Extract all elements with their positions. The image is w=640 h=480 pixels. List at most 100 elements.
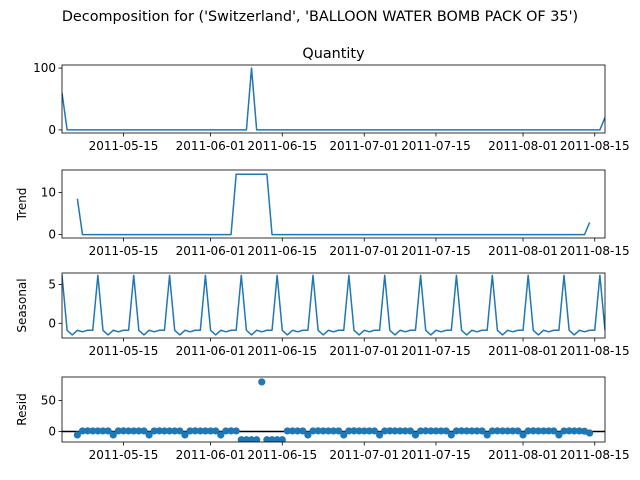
resid-xtick-label: 2011-05-15 [89,448,159,462]
figure-suptitle: Decomposition for ('Switzerland', 'BALLO… [62,9,578,25]
resid-point [411,431,420,439]
trend-plot-area [76,173,591,236]
observed-ytick-label: 0 [48,123,56,137]
observed-xtick-label: 2011-06-15 [247,139,317,153]
resid-point [309,427,317,435]
seasonal-xtick-label: 2011-05-15 [89,344,159,358]
trend-ylabel: Trend [15,188,29,222]
resid-point [463,427,471,435]
resid-ylabel: Resid [15,393,29,425]
resid-ytick-label: 50 [41,394,56,408]
resid-xtick-label: 2011-06-01 [176,448,246,462]
seasonal-axes-frame [61,272,606,339]
observed-ytick-label: 100 [33,61,56,75]
resid-point [201,427,210,435]
trend-xtick-label: 2011-08-15 [560,244,630,258]
trend-ytick-label: 0 [48,228,56,242]
resid-point [483,431,491,439]
resid-point [304,431,312,439]
observed-title: Quantity [302,46,365,62]
seasonal-xtick-label: 2011-06-15 [247,344,317,358]
observed-plot-area [62,67,605,131]
seasonal-series-line [62,274,605,336]
resid-point [124,427,133,435]
resid-point [340,431,348,439]
resid-point [468,427,476,435]
resid-point [376,431,384,439]
resid-point [196,427,204,435]
resid-xtick-label: 2011-08-01 [488,448,558,462]
resid-ytick-label: 0 [48,424,56,438]
resid-point [78,427,87,435]
resid-point [575,427,583,435]
resid-point [422,427,430,435]
resid-point [350,427,358,435]
resid-point [314,427,322,435]
resid-point [529,427,537,435]
resid-point [550,427,558,435]
resid-point [222,427,230,435]
resid-point [565,427,573,435]
resid-point [370,427,379,435]
resid-point [432,427,440,435]
resid-point [150,427,158,435]
resid-point [355,427,363,435]
resid-point [89,427,97,435]
resid-point [191,427,199,435]
resid-point [498,427,507,435]
seasonal-xtick-label: 2011-06-01 [176,344,246,358]
resid-axes-frame [61,376,606,443]
resid-point [114,427,122,435]
seasonal-ytick-label: 5 [48,278,56,292]
resid-point [165,427,174,435]
resid-point [145,431,153,439]
resid-point [299,427,307,435]
observed-xtick-label: 2011-07-01 [329,139,399,153]
resid-point [73,431,81,439]
resid-point [473,427,481,435]
seasonal-ylabel: Seasonal [15,278,29,332]
trend-xtick-label: 2011-08-01 [488,244,558,258]
resid-point [524,427,532,435]
resid-point [457,427,466,435]
resid-point [176,427,184,435]
seasonal-xtick-label: 2011-07-01 [329,344,399,358]
resid-point [360,427,368,435]
resid-point [160,427,169,435]
observed-series-line [62,67,605,131]
resid-point [253,436,261,442]
resid-plot-area [62,378,605,442]
resid-xtick-label: 2011-06-15 [247,448,317,462]
resid-point [283,427,291,435]
resid-point [365,427,373,435]
resid-point [278,436,286,442]
seasonal-ytick-label: 0 [48,316,56,330]
resid-point [186,427,194,435]
trend-xtick-label: 2011-06-15 [247,244,317,258]
resid-point [130,427,138,435]
resid-point [227,427,235,435]
resid-point [488,427,496,435]
resid-point [217,431,225,439]
resid-point [258,378,266,386]
resid-point [381,427,389,435]
observed-xtick-label: 2011-08-01 [488,139,558,153]
resid-point [406,427,414,435]
resid-point [104,427,112,435]
resid-point [386,427,394,435]
resid-point [401,427,409,435]
trend-xtick-label: 2011-07-15 [401,244,471,258]
seasonal-xtick-label: 2011-07-15 [401,344,471,358]
resid-panel: 0 50 2011-05-15 2011-06-01 2011-06-15 2011-07… [15,376,630,462]
observed-xtick-label: 2011-05-15 [89,139,159,153]
resid-point [135,427,143,435]
resid-xtick-label: 2011-07-01 [329,448,399,462]
resid-point [416,427,425,435]
resid-point [319,427,327,435]
resid-point [545,427,553,435]
observed-panel: 0 100 2011-05-15 2011-06-01 2011-06-15 2011-0… [33,46,630,153]
resid-point [294,427,302,435]
resid-point [171,427,179,435]
resid-point [442,427,450,435]
trend-series-line [76,173,591,236]
